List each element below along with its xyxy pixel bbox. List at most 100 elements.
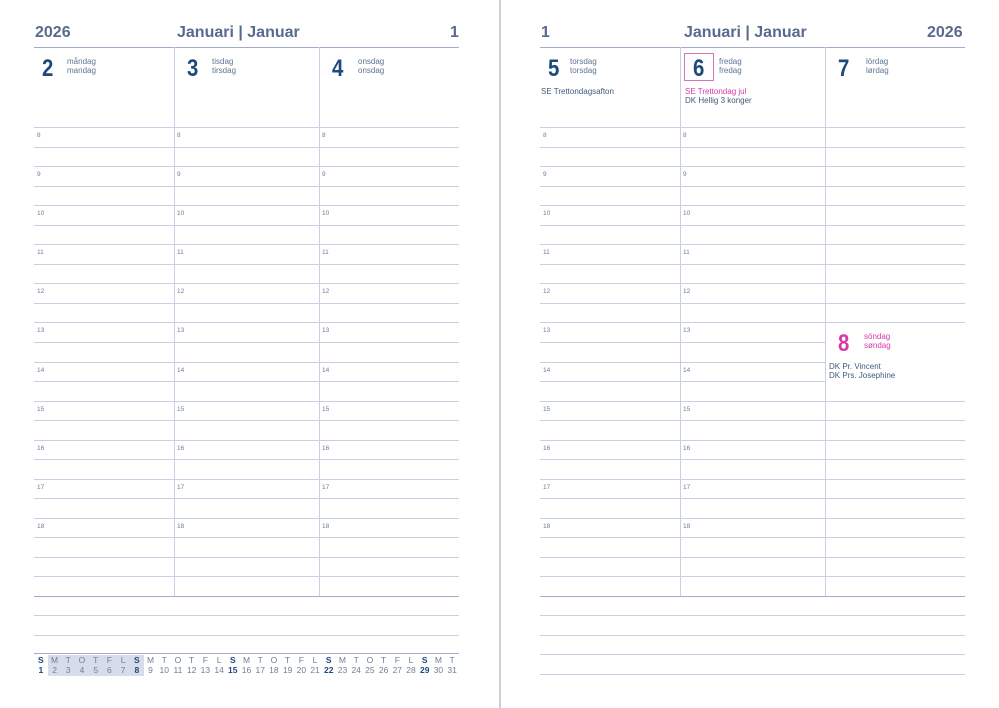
mini-calendar-date[interactable]: 12 bbox=[186, 665, 197, 675]
ruled-line bbox=[34, 401, 459, 402]
hour-label: 8 bbox=[683, 132, 687, 139]
mini-calendar-date[interactable]: 26 bbox=[378, 665, 389, 675]
ruled-line bbox=[540, 459, 825, 460]
day-number: 8 bbox=[838, 330, 850, 357]
ruled-line bbox=[34, 225, 459, 226]
right-week-number: 1 bbox=[541, 24, 550, 41]
hour-label: 18 bbox=[177, 523, 185, 530]
hour-label: 11 bbox=[543, 249, 550, 256]
day-number: 5 bbox=[548, 55, 560, 82]
hour-label: 18 bbox=[37, 523, 45, 530]
hour-label: 15 bbox=[322, 406, 330, 413]
hour-label: 16 bbox=[322, 445, 330, 452]
mini-calendar-date[interactable]: 30 bbox=[433, 665, 444, 675]
mini-calendar-date[interactable]: 24 bbox=[351, 665, 361, 675]
day-divider bbox=[825, 322, 965, 323]
hour-label: 8 bbox=[37, 132, 41, 139]
mini-calendar: S 1 M 2 T 3 O 4 T 5 F 6 L 7 S 8 M 9 T 10 O 11 T 12 F 13 L 14 S 15 M 16 T… bbox=[34, 653, 459, 677]
hour-label: 11 bbox=[37, 249, 44, 256]
ruled-line bbox=[540, 342, 825, 343]
hour-label: 15 bbox=[177, 406, 185, 413]
ruled-line bbox=[540, 166, 825, 167]
mini-calendar-date[interactable]: 15 bbox=[228, 665, 238, 675]
hour-label: 12 bbox=[177, 288, 185, 295]
weekday-letter: S bbox=[38, 655, 44, 665]
mini-calendar-date[interactable]: 1 bbox=[38, 665, 44, 675]
day-number: 3 bbox=[187, 55, 199, 82]
day-note: DK Hellig 3 konger bbox=[685, 96, 752, 105]
hour-label: 15 bbox=[543, 406, 551, 413]
ruled-line bbox=[825, 498, 965, 499]
hour-label: 8 bbox=[322, 132, 326, 139]
ruled-line bbox=[34, 459, 459, 460]
mini-calendar-date[interactable]: 10 bbox=[159, 665, 169, 675]
hour-label: 17 bbox=[683, 484, 691, 491]
ruled-line bbox=[825, 127, 965, 128]
mini-calendar-date[interactable]: 21 bbox=[310, 665, 320, 675]
hour-label: 8 bbox=[177, 132, 181, 139]
mini-calendar-date[interactable]: 25 bbox=[365, 665, 375, 675]
weekday-letter: F bbox=[202, 655, 208, 665]
mini-calendar-date[interactable]: 2 bbox=[52, 665, 57, 675]
hour-label: 18 bbox=[543, 523, 551, 530]
ruled-line bbox=[34, 615, 459, 616]
mini-calendar-date[interactable]: 16 bbox=[241, 665, 252, 675]
holiday-note: SE Trettondag jul bbox=[685, 87, 747, 96]
mini-calendar-date[interactable]: 4 bbox=[79, 665, 85, 675]
hour-label: 12 bbox=[37, 288, 45, 295]
ruled-line bbox=[540, 283, 825, 284]
day-note: DK Pr. Vincent bbox=[829, 362, 881, 371]
current-week-highlight bbox=[47, 655, 144, 676]
mini-calendar-date[interactable]: 6 bbox=[107, 665, 112, 675]
weekday-letter: L bbox=[312, 655, 318, 665]
header-rule bbox=[540, 47, 965, 48]
mini-calendar-date[interactable]: 13 bbox=[200, 665, 211, 675]
weekday-letter: F bbox=[298, 655, 304, 665]
mini-calendar-date[interactable]: 14 bbox=[214, 665, 224, 675]
hour-label: 13 bbox=[683, 327, 691, 334]
weekday-letter: O bbox=[366, 655, 374, 665]
ruled-line bbox=[825, 186, 965, 187]
ruled-line bbox=[34, 537, 459, 538]
mini-calendar-date[interactable]: 29 bbox=[419, 665, 430, 675]
mini-calendar-date[interactable]: 17 bbox=[255, 665, 265, 675]
hour-label: 17 bbox=[37, 484, 45, 491]
ruled-line bbox=[825, 518, 965, 519]
ruled-line bbox=[540, 479, 825, 480]
mini-calendar-date[interactable]: 18 bbox=[269, 665, 279, 675]
mini-calendar-date[interactable]: 7 bbox=[120, 665, 126, 675]
mini-calendar-date[interactable]: 3 bbox=[65, 665, 71, 675]
mini-calendar-date[interactable]: 27 bbox=[392, 665, 403, 675]
ruled-line bbox=[540, 615, 965, 616]
ruled-line bbox=[540, 654, 965, 655]
ruled-line bbox=[34, 479, 459, 480]
mini-calendar-date[interactable]: 28 bbox=[406, 665, 416, 675]
ruled-line bbox=[540, 127, 825, 128]
hour-label: 13 bbox=[37, 327, 45, 334]
weekday-letter: L bbox=[216, 655, 222, 665]
mini-calendar-date[interactable]: 23 bbox=[337, 665, 348, 675]
ruled-line bbox=[825, 576, 965, 577]
mini-calendar-date[interactable]: 8 bbox=[134, 665, 140, 675]
left-month-title: Januari | Januar bbox=[177, 24, 300, 41]
ruled-line bbox=[34, 147, 459, 148]
ruled-line bbox=[540, 362, 825, 363]
day-number: 4 bbox=[332, 55, 344, 82]
ruled-line bbox=[34, 635, 459, 636]
hour-label: 14 bbox=[37, 367, 45, 374]
mini-calendar-date[interactable]: 5 bbox=[93, 665, 99, 675]
ruled-line bbox=[540, 674, 965, 675]
mini-calendar-date[interactable]: 31 bbox=[447, 665, 457, 675]
weekday-letter: M bbox=[242, 655, 251, 665]
hour-label: 15 bbox=[683, 406, 691, 413]
ruled-line bbox=[540, 225, 825, 226]
hour-label: 10 bbox=[322, 210, 330, 217]
ruled-line bbox=[540, 576, 825, 577]
mini-calendar-date[interactable]: 11 bbox=[173, 665, 183, 675]
mini-calendar-date[interactable]: 19 bbox=[282, 665, 293, 675]
ruled-line bbox=[540, 537, 825, 538]
mini-calendar-date[interactable]: 9 bbox=[148, 665, 153, 675]
mini-calendar-date[interactable]: 22 bbox=[324, 665, 334, 675]
mini-calendar-date[interactable]: 20 bbox=[296, 665, 307, 675]
ruled-line bbox=[34, 362, 459, 363]
